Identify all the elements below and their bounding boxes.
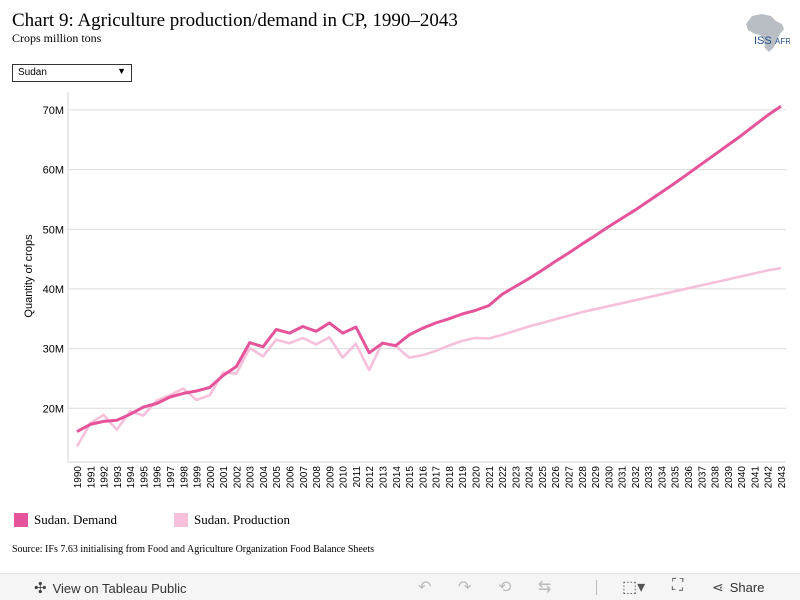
x-tick-label: 1991 <box>86 466 97 489</box>
x-tick-label: 2000 <box>206 466 217 489</box>
legend-label-demand: Sudan. Demand <box>34 512 118 527</box>
logo-afr-text: AFR <box>775 37 790 46</box>
x-tick-label: 2024 <box>525 466 536 489</box>
x-tick-label: 2034 <box>657 466 668 489</box>
legend-swatch-demand <box>14 513 28 527</box>
x-tick-label: 2006 <box>286 466 297 489</box>
x-tick-label: 1999 <box>193 466 204 489</box>
x-tick-label: 2018 <box>445 466 456 489</box>
x-tick-label: 1996 <box>153 466 164 489</box>
x-tick-label: 1997 <box>166 466 177 489</box>
revert-icon[interactable]: ⟲ <box>498 579 512 596</box>
x-tick-label: 2032 <box>631 466 642 489</box>
x-tick-label: 2012 <box>365 466 376 489</box>
x-tick-label: 2022 <box>498 466 509 489</box>
x-tick-label: 2019 <box>458 466 469 489</box>
toolbar-divider <box>596 580 597 595</box>
chevron-down-icon: ▼ <box>117 66 126 76</box>
tableau-toolbar: ✣ View on Tableau Public ↶ ↷ ⟲ ⇆ ⬚▾ ⛶ ⋖ … <box>0 573 800 600</box>
x-tick-label: 2004 <box>259 466 270 489</box>
x-tick-label: 2002 <box>232 466 243 489</box>
y-tick-label: 60M <box>43 165 64 177</box>
series-line-production[interactable] <box>75 266 782 448</box>
x-tick-label: 2041 <box>750 466 761 489</box>
y-axis-label: Quantity of crops <box>23 234 35 318</box>
country-filter-value: Sudan <box>18 67 47 78</box>
x-tick-label: 2027 <box>564 466 575 489</box>
x-tick-label: 2009 <box>325 466 336 489</box>
x-tick-label: 2036 <box>684 466 695 489</box>
x-tick-label: 2008 <box>312 466 323 489</box>
view-on-tableau-label: View on Tableau Public <box>52 580 187 596</box>
x-tick-label: 2025 <box>538 466 549 489</box>
x-tick-label: 2013 <box>379 466 390 489</box>
share-button[interactable]: ⋖ Share <box>712 579 764 596</box>
x-tick-label: 2026 <box>551 466 562 489</box>
x-tick-label: 1995 <box>139 466 150 489</box>
refresh-icon[interactable]: ⇆ <box>538 579 552 596</box>
series-line-demand[interactable] <box>76 105 782 433</box>
undo-icon[interactable]: ↶ <box>418 579 432 596</box>
y-tick-label: 30M <box>43 344 64 356</box>
x-tick-label: 2003 <box>246 466 257 489</box>
africa-map-icon <box>746 14 784 52</box>
x-tick-label: 2023 <box>511 466 522 489</box>
share-label: Share <box>729 580 765 595</box>
iss-africa-logo[interactable]: ISS AFR <box>738 12 790 54</box>
legend-swatch-production <box>174 513 188 527</box>
x-tick-label: 1993 <box>113 466 124 489</box>
logo-iss-text: ISS <box>754 35 772 47</box>
share-icon: ⋖ <box>712 579 724 595</box>
y-tick-label: 70M <box>43 105 64 117</box>
x-tick-label: 2039 <box>724 466 735 489</box>
y-tick-label: 20M <box>43 403 64 415</box>
legend-item-production[interactable]: Sudan. Production <box>174 512 290 528</box>
y-tick-label: 40M <box>43 284 64 296</box>
x-tick-label: 2016 <box>418 466 429 489</box>
x-tick-label: 1994 <box>126 466 137 489</box>
redo-icon[interactable]: ↷ <box>458 579 472 596</box>
country-filter-dropdown[interactable]: Sudan ▼ <box>12 64 132 82</box>
x-tick-label: 2011 <box>352 466 363 488</box>
x-tick-label: 2043 <box>777 466 788 489</box>
page-subtitle: Crops million tons <box>12 31 102 45</box>
x-tick-label: 2015 <box>405 466 416 489</box>
download-icon[interactable]: ⬚▾ <box>622 579 646 596</box>
x-tick-label: 1998 <box>179 466 190 489</box>
x-tick-label: 1992 <box>100 466 111 489</box>
page-title: Chart 9: Agriculture production/demand i… <box>12 10 458 31</box>
x-tick-label: 2005 <box>272 466 283 489</box>
x-tick-label: 2028 <box>578 466 589 489</box>
x-tick-label: 2042 <box>764 466 775 489</box>
x-tick-label: 2029 <box>591 466 602 489</box>
x-tick-label: 2035 <box>671 466 682 489</box>
x-tick-label: 2017 <box>432 466 443 489</box>
x-tick-label: 2001 <box>219 466 230 489</box>
tableau-icon: ✣ <box>34 580 47 597</box>
x-tick-label: 2014 <box>392 466 403 489</box>
x-tick-label: 2021 <box>485 466 496 489</box>
x-tick-label: 2037 <box>697 466 708 489</box>
fullscreen-icon[interactable]: ⛶ <box>672 577 684 594</box>
x-tick-label: 2038 <box>711 466 722 489</box>
x-tick-label: 2007 <box>299 466 310 489</box>
x-tick-label: 2030 <box>604 466 615 489</box>
source-note: Source: IFs 7.63 initialising from Food … <box>12 544 374 555</box>
x-tick-label: 1990 <box>73 466 84 489</box>
x-tick-label: 2040 <box>737 466 748 489</box>
y-tick-label: 50M <box>43 224 64 236</box>
x-tick-label: 2010 <box>339 466 350 489</box>
x-tick-label: 2031 <box>618 466 629 489</box>
x-tick-label: 2033 <box>644 466 655 489</box>
legend-label-production: Sudan. Production <box>194 512 291 527</box>
legend-item-demand[interactable]: Sudan. Demand <box>14 512 117 528</box>
x-tick-label: 2020 <box>471 466 482 489</box>
view-on-tableau-link[interactable]: ✣ View on Tableau Public <box>34 579 187 597</box>
